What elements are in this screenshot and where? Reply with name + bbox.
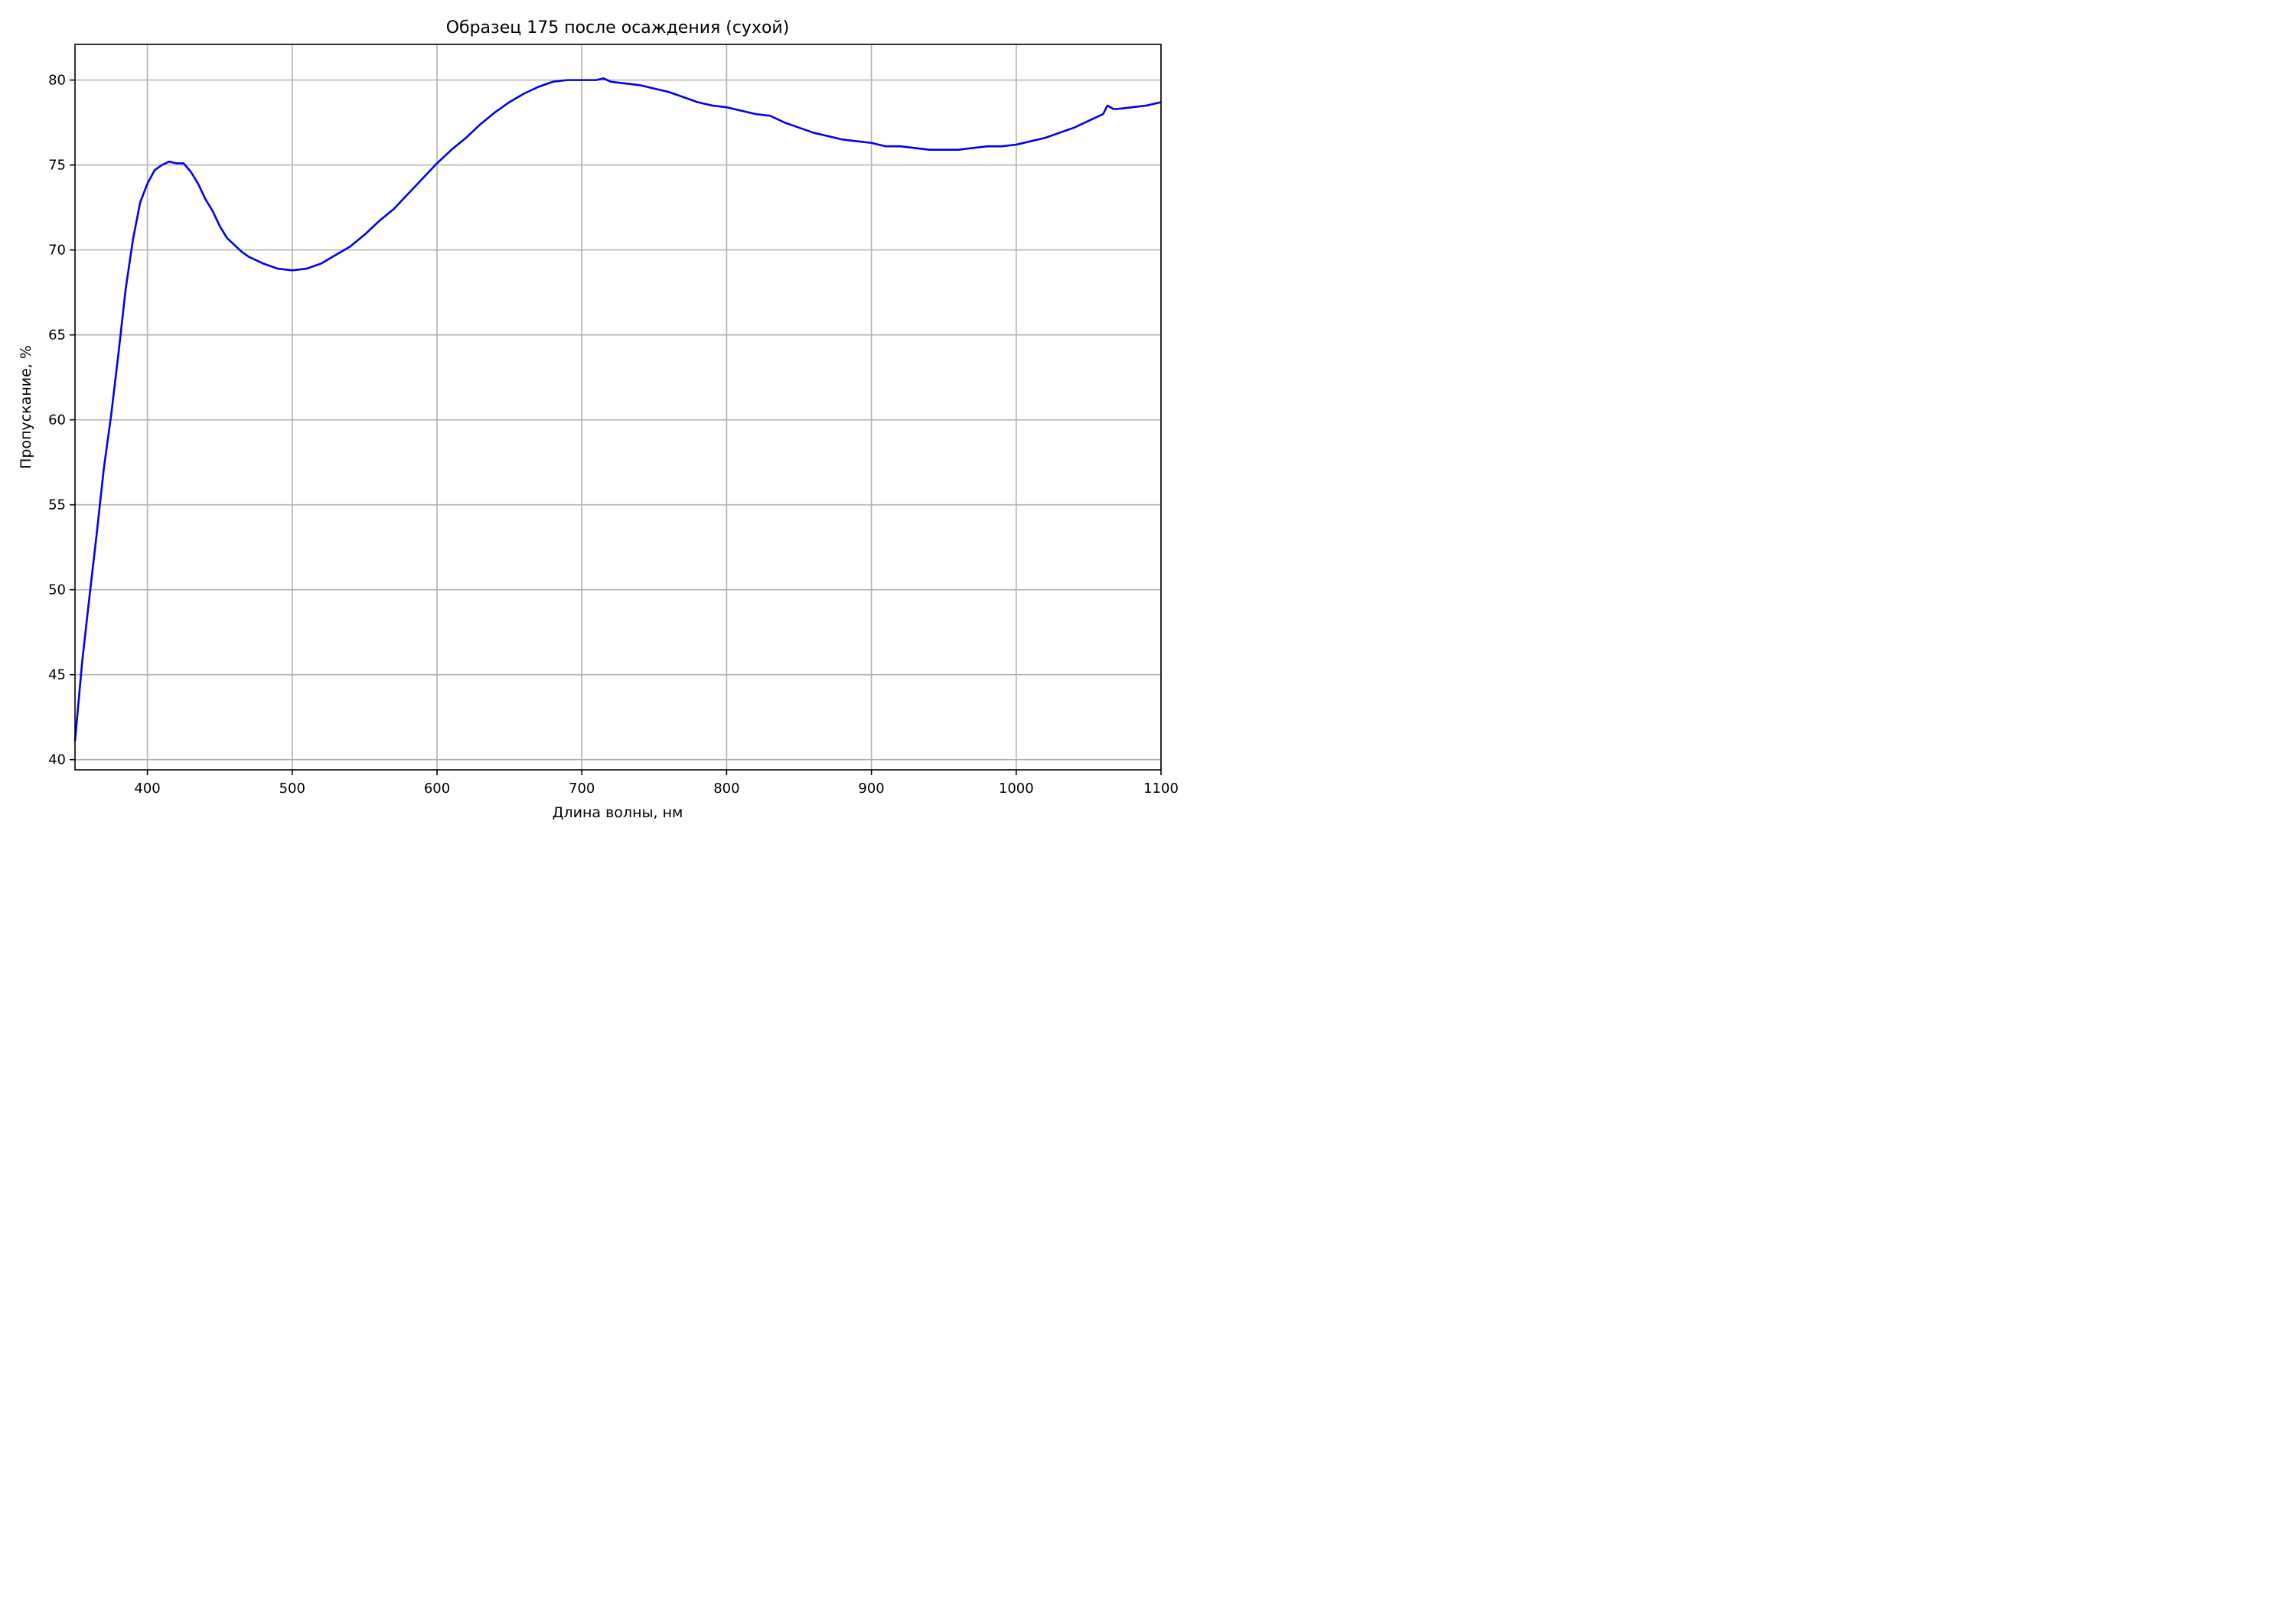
- y-tick-label: 80: [48, 73, 66, 89]
- grid: [75, 44, 1162, 770]
- y-tick-label: 50: [48, 582, 66, 598]
- x-tick-label: 1000: [999, 781, 1034, 797]
- transmission-chart: 400 500 600 700 800 900 1000 1100 40 45 50 55 60 65 70…: [18, 18, 1179, 821]
- series-line-transmission: [73, 77, 1162, 742]
- x-tick-label: 500: [279, 781, 305, 797]
- chart-title: Образец 175 после осаждения (сухой): [446, 18, 790, 37]
- y-tick-label: 40: [48, 752, 66, 768]
- x-tick-label: 900: [858, 781, 884, 797]
- x-axis-label: Длина волны, нм: [553, 804, 683, 821]
- y-tick-label: 45: [48, 667, 66, 683]
- y-tick-label: 75: [48, 158, 66, 174]
- x-tick-label: 800: [713, 781, 739, 797]
- x-tick-label: 1100: [1143, 781, 1179, 797]
- y-axis-label: Пропускание, %: [18, 345, 34, 469]
- axis-ticks: 400 500 600 700 800 900 1000 1100 40 45 50 55 60 65 70…: [48, 73, 1179, 797]
- y-tick-label: 65: [48, 328, 66, 344]
- y-tick-label: 55: [48, 497, 66, 513]
- x-tick-label: 700: [569, 781, 595, 797]
- y-tick-label: 60: [48, 412, 66, 429]
- y-tick-label: 70: [48, 243, 66, 259]
- plot-frame: [74, 44, 1162, 771]
- x-tick-label: 600: [424, 781, 450, 797]
- x-tick-label: 400: [134, 781, 160, 797]
